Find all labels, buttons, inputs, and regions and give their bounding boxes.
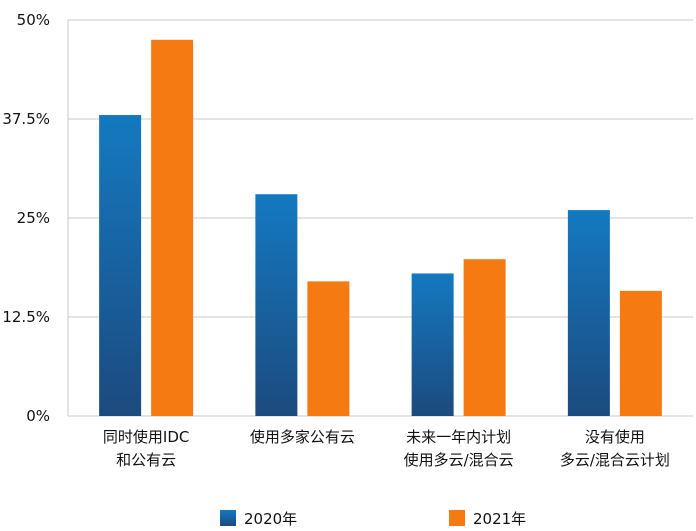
bar-2020 <box>99 115 142 416</box>
bar-2021 <box>307 281 350 416</box>
legend-swatch-2021 <box>449 510 465 526</box>
x-category-label: 使用多云/混合云 <box>404 451 514 469</box>
legend-swatch-2020 <box>220 510 236 526</box>
x-category-label: 同时使用IDC <box>103 428 189 446</box>
x-category-label: 和公有云 <box>116 451 176 469</box>
x-category-label: 没有使用 <box>585 428 645 446</box>
legend: 2020年 2021年 <box>220 510 526 528</box>
y-axis: 0% 12.5% 25% 37.5% 50% <box>2 11 69 425</box>
y-tick-label: 25% <box>17 209 50 227</box>
x-category-label: 未来一年内计划 <box>406 428 511 446</box>
x-category-label: 多云/混合云计划 <box>560 451 670 469</box>
y-tick-label: 12.5% <box>2 308 50 326</box>
bar-2020 <box>411 273 454 416</box>
bar-2020 <box>255 194 298 416</box>
x-category-label: 使用多家公有云 <box>250 428 355 446</box>
y-tick-label: 37.5% <box>2 110 50 128</box>
bar-2021 <box>463 259 506 416</box>
bars <box>99 39 662 417</box>
y-tick-label: 0% <box>26 407 50 425</box>
bar-2021 <box>619 290 662 416</box>
legend-label-2020: 2020年 <box>244 510 297 528</box>
legend-label-2021: 2021年 <box>473 510 526 528</box>
bar-2021 <box>151 39 194 417</box>
y-tick-label: 50% <box>17 11 50 29</box>
bar-2020 <box>567 210 610 416</box>
